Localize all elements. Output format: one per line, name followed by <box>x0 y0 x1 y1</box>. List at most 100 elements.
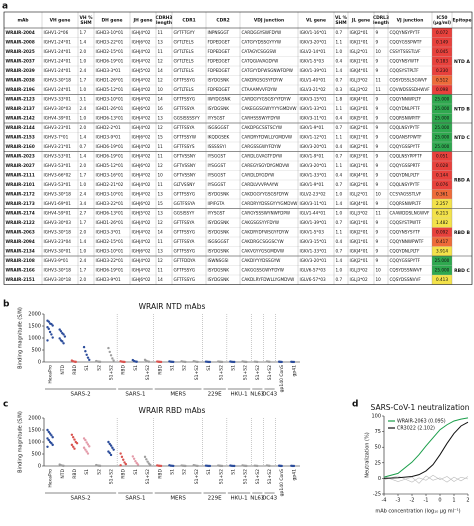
table-cell: GFTVSSNY <box>174 154 196 159</box>
category-label: NTD <box>60 468 66 478</box>
dot <box>233 360 236 364</box>
table-cell: IGKV3-15*01 <box>300 239 327 244</box>
table-cell: IGKJ1*01 <box>350 59 369 64</box>
table-cell: IGKV3-15*01 <box>300 97 327 102</box>
category-label: S1 <box>206 469 212 475</box>
table-cell: 9 <box>376 135 379 140</box>
table-cell: WRAIR-2025 <box>6 49 35 54</box>
table-cell: IYSGGST <box>208 163 227 168</box>
table-cell: IGKJ4*01 <box>350 249 369 254</box>
table-cell: 2.0 <box>80 125 87 130</box>
table-cell: IGLV3-21*02 <box>300 87 326 92</box>
table-cell: CARDRYYDSSGYYYGMDVW <box>242 201 298 206</box>
table-cell: WRAIR-2166 <box>6 268 35 273</box>
table-cell: 11 <box>158 239 164 244</box>
table-cell: 1.1 <box>336 106 343 111</box>
epitope-label: RBD C <box>454 268 470 274</box>
ic50-value: 6.213 <box>436 211 448 216</box>
table-cell: IGHJ4*02 <box>132 258 151 263</box>
table-cell: 0.7 <box>336 220 343 225</box>
table-cell: WRAIR-2173 <box>6 201 35 206</box>
table-cell: GFTFSSYG <box>174 97 196 102</box>
table-cell: IGHD5-12*01 <box>96 87 124 92</box>
table-cell: IGHV3-30*18 <box>44 268 72 273</box>
table-cell: GFTVSSNY <box>174 163 196 168</box>
table-cell: IGHJ4*02 <box>132 97 151 102</box>
table-cell: CQQRSNWPLTF <box>390 201 422 206</box>
table-cell: 9 <box>376 230 379 235</box>
category-label: RBD <box>72 468 78 478</box>
table-cell: 1.1 <box>336 163 343 168</box>
table-header: CDR1 <box>182 18 195 24</box>
table-cell: IGHD1-26*01 <box>96 106 124 111</box>
table-cell: IGHJ6*02 <box>132 135 151 140</box>
panel-label: c <box>3 400 8 410</box>
table-cell: GFTFSSYG <box>174 268 196 273</box>
y-tick-label: 75 <box>375 429 381 435</box>
table-cell: CAKDRGSGSYFDYW <box>242 78 283 83</box>
table-cell: ISYDGSNK <box>208 220 230 225</box>
ic50-value: 25.000 <box>435 268 450 273</box>
group-label: NL63 <box>250 496 265 502</box>
ic50-cell <box>432 47 452 57</box>
table-cell: CAKDLRYFDWLLYGMDVW <box>242 277 295 282</box>
table-cell: WRAIR-2038 <box>6 78 35 83</box>
table-cell: WRAIR-2037 <box>6 59 35 64</box>
table-cell: 2.0 <box>80 277 87 282</box>
table-cell: IGHV3-30*03 <box>44 220 72 225</box>
table-cell: CQSYDSSNVVF <box>390 277 422 282</box>
ic50-value: 0.144 <box>436 173 448 178</box>
group-label: 229E <box>208 496 222 502</box>
table-cell: GFTFSSYG <box>174 78 196 83</box>
table-cell: IGKV1-33*01 <box>300 173 327 178</box>
table-cell: IYYSGST <box>208 211 226 216</box>
dot <box>131 455 135 458</box>
table-cell: IGHJ4*02 <box>132 182 151 187</box>
table-cell: IGKJ3*01 <box>350 154 369 159</box>
y-tick-label: 100 <box>371 414 381 420</box>
table-cell: WRAIR-2039 <box>6 68 35 73</box>
table-header: IC50 <box>437 15 448 21</box>
dot <box>119 452 122 455</box>
ic50-value: 0.183 <box>436 59 448 64</box>
dot <box>109 444 113 447</box>
table-cell: CQQANSFPWTF <box>390 135 423 140</box>
dot <box>51 324 54 327</box>
table-cell: 2.0 <box>80 163 87 168</box>
category-label: S1+S2 <box>109 365 115 380</box>
category-label: RBD <box>121 468 127 478</box>
table-cell: IGHJ4*02 <box>132 78 151 83</box>
dot <box>47 438 50 442</box>
dot <box>280 464 283 468</box>
table-cell: 1.8 <box>336 97 343 102</box>
table-cell: IGKJ4*01 <box>350 173 369 178</box>
table-cell: IGLJ3*02 <box>350 78 368 83</box>
table-cell: IGKV1-39*01 <box>300 68 327 73</box>
table-cell: 11 <box>158 154 164 159</box>
table-cell: CQQYNSYWTF <box>390 59 420 64</box>
group-label: 229E <box>208 392 222 398</box>
table-cell: 10 <box>376 268 382 273</box>
table-cell: CQQRSNWPITF <box>390 116 422 121</box>
table-cell: IGKV1-33*01 <box>300 106 327 111</box>
table-cell: IGHD3-10*01 <box>96 192 124 197</box>
table-cell: WRAIR-2172 <box>6 192 35 197</box>
table-cell: 15 <box>158 201 164 206</box>
y-tick-label: 500 <box>31 348 41 354</box>
table-cell: IGHD2-15*01 <box>96 239 124 244</box>
table-cell: 11 <box>376 78 382 83</box>
table-cell: 13 <box>158 249 164 254</box>
ic50-cell <box>432 208 452 218</box>
dot <box>51 336 54 339</box>
dot <box>159 464 163 468</box>
table-header: VH % <box>79 15 93 21</box>
dot <box>149 463 152 466</box>
table-cell: IGHV3-53*01 <box>44 154 72 159</box>
table-cell: IKQDGSEK <box>208 135 230 140</box>
table-cell: WRAIR-2142 <box>6 116 35 121</box>
category-label: RBD <box>157 468 163 478</box>
ic50-cell <box>432 37 452 47</box>
table-cell: CARDGGYSWFDYW <box>242 30 282 35</box>
table-cell: IGKJ1*01 <box>350 40 369 45</box>
table-cell: ISYDGSNK <box>208 268 230 273</box>
